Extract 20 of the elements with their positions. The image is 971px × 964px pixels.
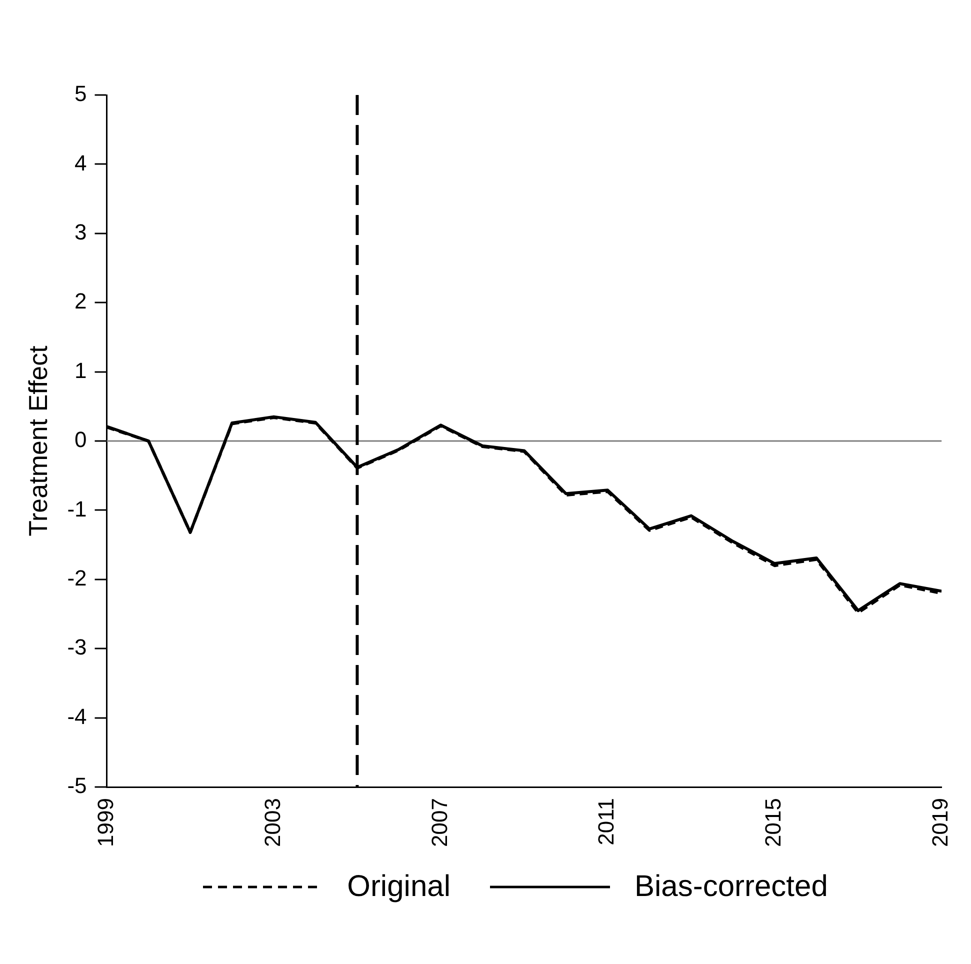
y-tick-label: 5 bbox=[74, 81, 87, 106]
y-tick-label: 2 bbox=[74, 288, 87, 314]
x-tick-label: 2011 bbox=[594, 798, 619, 846]
y-tick-label: -2 bbox=[67, 566, 87, 591]
x-tick-label: 2007 bbox=[426, 798, 452, 848]
y-axis-title: Treatment Effect bbox=[22, 344, 53, 536]
y-tick-label: 3 bbox=[74, 219, 87, 244]
y-tick-label: -5 bbox=[67, 773, 87, 798]
x-tick-label: 2003 bbox=[260, 798, 285, 848]
y-tick-label: 0 bbox=[74, 427, 87, 452]
y-tick-label: 4 bbox=[74, 150, 87, 176]
y-tick-label: 1 bbox=[74, 358, 87, 383]
y-tick-label: -1 bbox=[67, 496, 87, 522]
x-tick-label: 2019 bbox=[928, 798, 953, 848]
legend-label: Original bbox=[347, 870, 450, 904]
y-tick-label: -4 bbox=[67, 704, 87, 729]
legend-label: Bias-corrected bbox=[634, 870, 828, 904]
y-tick-label: -3 bbox=[67, 634, 87, 660]
x-tick-label: 1999 bbox=[92, 798, 118, 848]
x-tick-label: 2015 bbox=[760, 798, 786, 848]
